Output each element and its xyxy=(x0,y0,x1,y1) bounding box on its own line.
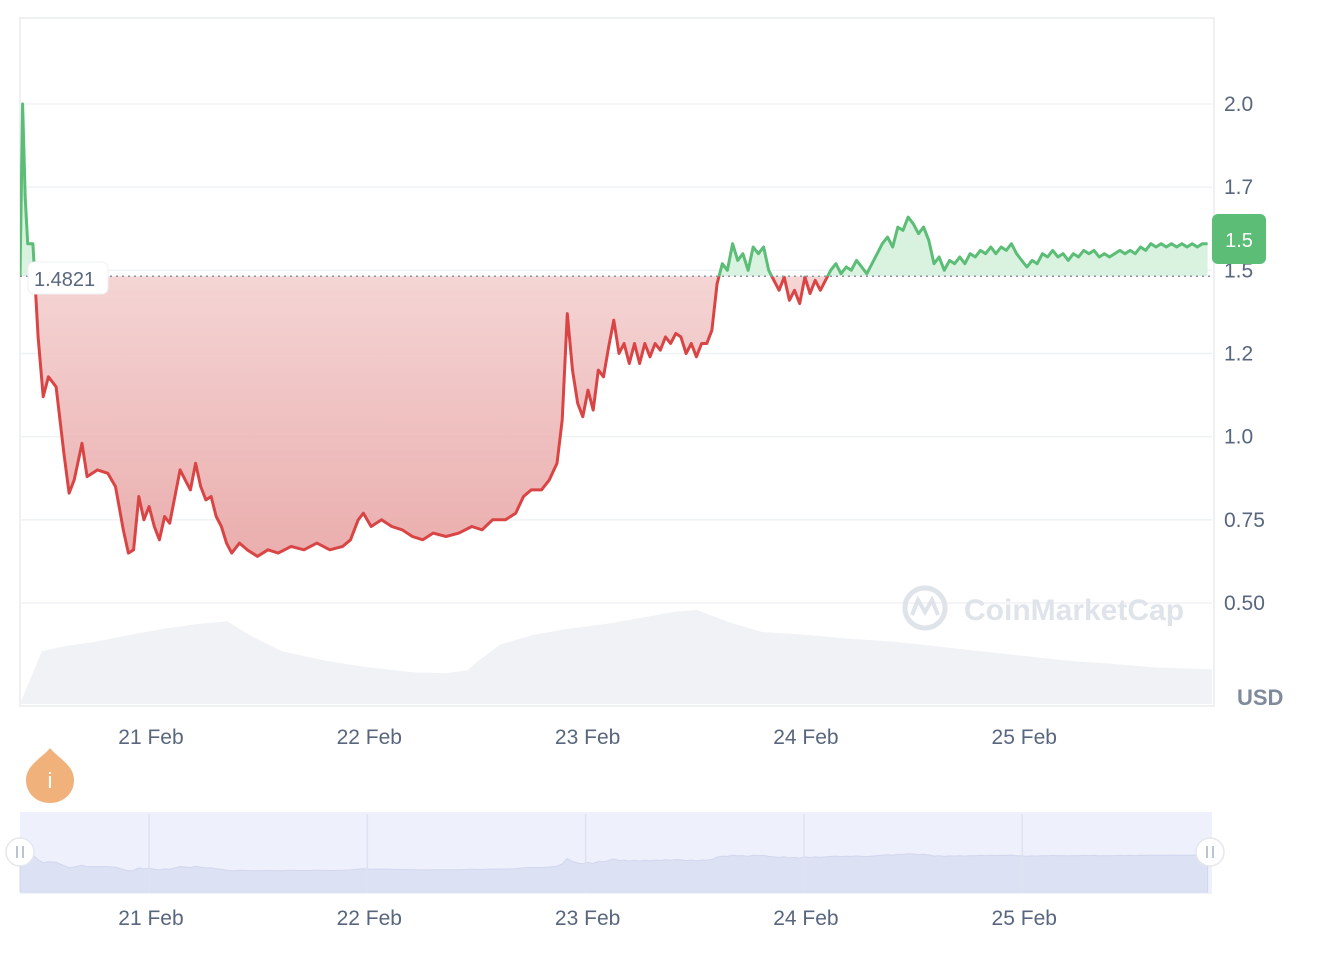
volume-shape xyxy=(20,609,1212,704)
y-tick-label: 0.75 xyxy=(1224,509,1265,532)
x-tick-label: 21 Feb xyxy=(118,726,183,749)
x-tick-label: 24 Feb xyxy=(773,726,838,749)
range-navigator[interactable] xyxy=(5,812,1225,894)
y-tick-label: 1.2 xyxy=(1224,343,1253,366)
navigator-date-labels: 21 Feb 22 Feb 23 Feb 24 Feb 25 Feb xyxy=(118,907,1057,930)
y-tick-label: 0.50 xyxy=(1224,592,1265,615)
volume-area xyxy=(20,609,1212,704)
navigator-date-label: 21 Feb xyxy=(118,907,183,930)
watermark-text: CoinMarketCap xyxy=(964,594,1184,627)
navigator-date-label: 22 Feb xyxy=(337,907,402,930)
navigator-mini-chart xyxy=(19,846,1209,893)
currency-unit: USD xyxy=(1237,685,1283,710)
navigator-left-handle[interactable] xyxy=(5,837,35,867)
y-tick-label: 1.7 xyxy=(1224,176,1253,199)
x-tick-label: 23 Feb xyxy=(555,726,620,749)
info-badge[interactable]: i xyxy=(26,748,74,803)
loss-area xyxy=(20,276,1208,557)
coinmarketcap-logo-icon xyxy=(902,585,948,631)
x-tick-label: 22 Feb xyxy=(337,726,402,749)
price-lines xyxy=(20,102,1208,558)
price-fill-areas xyxy=(20,104,1208,557)
y-tick-label: 1.5 xyxy=(1224,259,1253,282)
current-price-text: 1.5 xyxy=(1225,230,1253,252)
price-line-down xyxy=(20,276,830,558)
plot-frame xyxy=(19,17,1215,707)
y-tick-label: 2.0 xyxy=(1224,93,1253,116)
navigator-date-label: 24 Feb xyxy=(773,907,838,930)
navigator-area xyxy=(19,846,1209,893)
gain-area xyxy=(20,104,1208,277)
current-price-badge: 1.5 xyxy=(1212,214,1266,264)
reference-price-label: 1.4821 xyxy=(27,261,109,295)
coinmarketcap-watermark: CoinMarketCap xyxy=(902,585,1184,631)
reference-price-text: 1.4821 xyxy=(34,269,95,291)
x-axis-ticks: 21 Feb 22 Feb 23 Feb 24 Feb 25 Feb xyxy=(118,726,1057,749)
price-line-up xyxy=(20,102,1208,277)
info-icon: i xyxy=(48,768,53,793)
navigator-date-label: 23 Feb xyxy=(555,907,620,930)
navigator-date-label: 25 Feb xyxy=(992,907,1057,930)
navigator-right-handle[interactable] xyxy=(1195,837,1225,867)
y-axis-ticks: 0.50 0.75 1.0 1.2 1.5 1.7 2.0 xyxy=(1224,93,1265,615)
y-tick-label: 1.0 xyxy=(1224,426,1253,449)
x-tick-label: 25 Feb xyxy=(992,726,1057,749)
navigator-day-dividers xyxy=(148,814,1023,892)
